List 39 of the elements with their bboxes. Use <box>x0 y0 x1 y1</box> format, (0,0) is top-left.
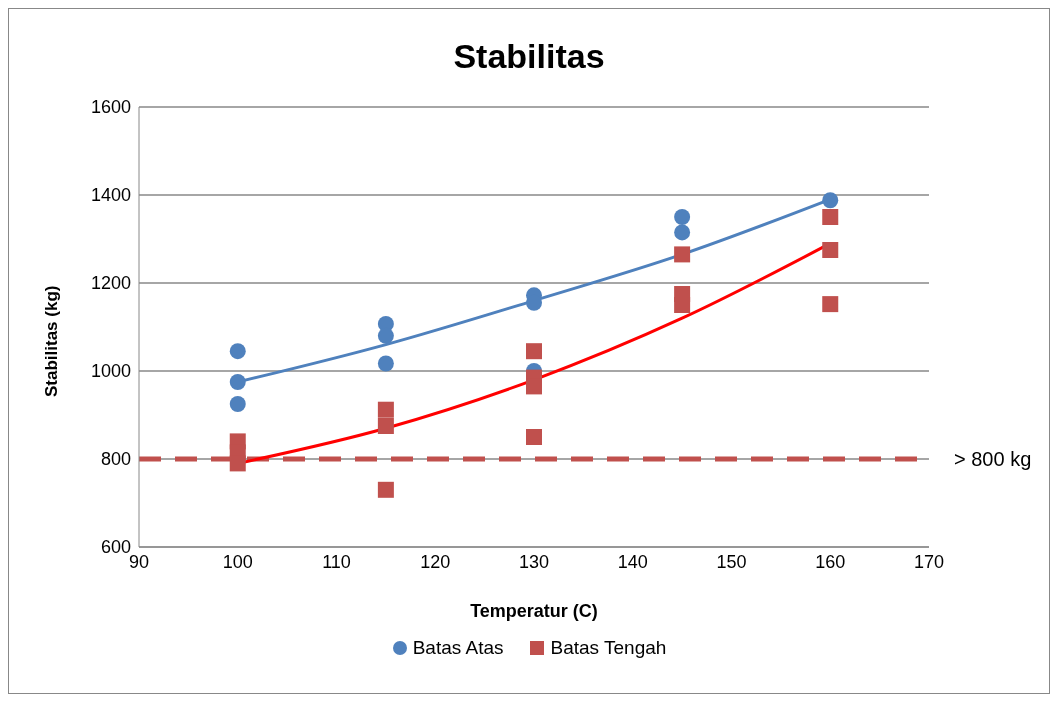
y-tick-label: 800 <box>100 449 131 470</box>
point <box>526 429 542 445</box>
y-axis-title: Stabilitas (kg) <box>42 285 62 397</box>
x-tick-label: 140 <box>617 551 648 572</box>
x-tick-label: 120 <box>420 551 451 572</box>
point <box>822 296 839 313</box>
point <box>229 455 246 472</box>
y-tick-label: 1200 <box>90 273 131 294</box>
x-tick-label: 170 <box>913 551 945 572</box>
chart-title: Stabilitas <box>452 36 606 77</box>
y-tick-label: 600 <box>100 537 131 558</box>
point <box>674 224 691 241</box>
y-tick-label: 1400 <box>90 185 131 206</box>
x-tick-label: 130 <box>518 551 550 572</box>
x-tick-label: 100 <box>222 551 253 572</box>
x-tick-label: 160 <box>815 551 846 572</box>
point <box>822 192 839 209</box>
point <box>674 246 691 263</box>
x-axis-title: Temperatur (C) <box>470 601 598 621</box>
point <box>674 297 691 313</box>
y-tick-label: 1000 <box>90 361 131 382</box>
ref-line-label: > 800 kg <box>954 448 1032 471</box>
point <box>377 481 394 498</box>
point <box>229 396 246 412</box>
point <box>377 418 394 434</box>
y-tick-label: 1600 <box>90 97 131 118</box>
legend-label: Batas Tengah <box>549 637 667 659</box>
x-tick-label: 150 <box>716 551 747 572</box>
x-tick-label: 90 <box>128 551 150 572</box>
point <box>229 374 246 390</box>
point <box>822 209 839 225</box>
point <box>822 242 839 258</box>
point <box>674 209 691 225</box>
point <box>526 343 542 360</box>
x-tick-label: 110 <box>322 551 351 572</box>
point <box>229 343 246 360</box>
point <box>377 355 394 372</box>
legend-label: Batas Atas <box>411 637 504 659</box>
point <box>377 401 394 418</box>
